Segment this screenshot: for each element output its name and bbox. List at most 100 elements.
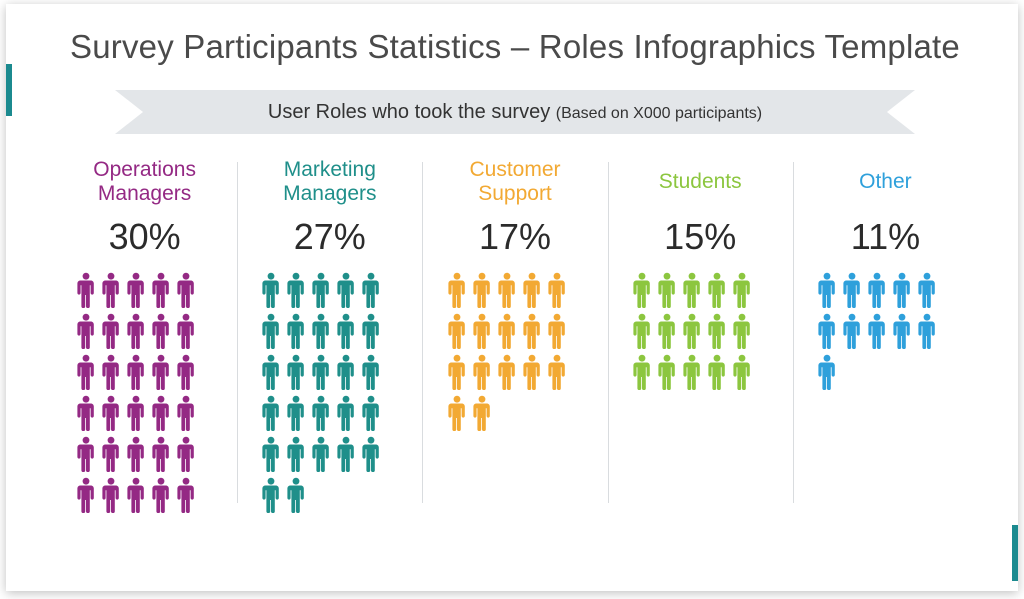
person-icon (682, 313, 702, 349)
person-icon (311, 272, 331, 308)
category-label: Students (614, 156, 787, 208)
person-icon (76, 272, 96, 308)
category-percent: 27% (243, 216, 416, 258)
person-icon (657, 313, 677, 349)
ribbon-body: User Roles who took the survey (Based on… (115, 90, 915, 134)
person-icon (176, 395, 196, 431)
person-icon (707, 313, 727, 349)
person-icon (101, 395, 121, 431)
person-icon (732, 354, 752, 390)
person-icon (817, 313, 837, 349)
person-icon (286, 354, 306, 390)
person-icon (732, 272, 752, 308)
person-icon (522, 354, 542, 390)
person-icon (892, 272, 912, 308)
ribbon-main-text: User Roles who took the survey (268, 101, 556, 123)
page-title: Survey Participants Statistics – Roles I… (52, 28, 978, 66)
slide: Survey Participants Statistics – Roles I… (6, 4, 1018, 591)
category-label: Marketing Managers (243, 156, 416, 208)
person-icon (472, 354, 492, 390)
person-icon (472, 272, 492, 308)
person-icon (497, 313, 517, 349)
person-icon (261, 395, 281, 431)
accent-right (1012, 525, 1018, 581)
person-icon (101, 272, 121, 308)
person-icon (632, 313, 652, 349)
category-icons (72, 272, 217, 513)
person-icon (472, 395, 492, 431)
person-icon (682, 354, 702, 390)
person-icon (101, 436, 121, 472)
category-percent: 17% (428, 216, 601, 258)
person-icon (867, 272, 887, 308)
person-icon (126, 477, 146, 513)
person-icon (311, 436, 331, 472)
person-icon (151, 272, 171, 308)
category-label: Other (799, 156, 972, 208)
person-icon (76, 477, 96, 513)
person-icon (336, 395, 356, 431)
person-icon (126, 395, 146, 431)
category-icons (813, 272, 958, 390)
person-icon (447, 395, 467, 431)
person-icon (632, 354, 652, 390)
person-icon (917, 313, 937, 349)
person-icon (151, 313, 171, 349)
person-icon (361, 354, 381, 390)
person-icon (101, 354, 121, 390)
person-icon (892, 313, 912, 349)
person-icon (657, 272, 677, 308)
person-icon (126, 313, 146, 349)
person-icon (311, 354, 331, 390)
person-icon (151, 354, 171, 390)
person-icon (286, 313, 306, 349)
category-column: Operations Managers 30% (52, 156, 237, 513)
columns: Operations Managers 30% (52, 156, 978, 513)
person-icon (547, 354, 567, 390)
person-icon (917, 272, 937, 308)
category-percent: 15% (614, 216, 787, 258)
category-label: Customer Support (428, 156, 601, 208)
person-icon (447, 354, 467, 390)
person-icon (361, 436, 381, 472)
person-icon (126, 354, 146, 390)
person-icon (336, 313, 356, 349)
category-icons (257, 272, 402, 513)
person-icon (361, 395, 381, 431)
person-icon (176, 313, 196, 349)
accent-left (6, 64, 12, 116)
category-column: Customer Support 17% (422, 156, 607, 513)
category-column: Other 11% (793, 156, 978, 513)
category-percent: 11% (799, 216, 972, 258)
person-icon (261, 436, 281, 472)
person-icon (101, 477, 121, 513)
person-icon (336, 436, 356, 472)
person-icon (286, 395, 306, 431)
person-icon (842, 313, 862, 349)
category-label: Operations Managers (58, 156, 231, 208)
person-icon (286, 436, 306, 472)
person-icon (176, 436, 196, 472)
category-icons (628, 272, 773, 390)
person-icon (76, 313, 96, 349)
person-icon (176, 272, 196, 308)
category-column: Students 15% (608, 156, 793, 513)
person-icon (176, 477, 196, 513)
person-icon (261, 313, 281, 349)
person-icon (286, 272, 306, 308)
person-icon (311, 395, 331, 431)
category-column: Marketing Managers 27% (237, 156, 422, 513)
person-icon (657, 354, 677, 390)
person-icon (497, 272, 517, 308)
person-icon (547, 272, 567, 308)
person-icon (176, 354, 196, 390)
person-icon (76, 395, 96, 431)
person-icon (817, 354, 837, 390)
person-icon (76, 354, 96, 390)
person-icon (447, 272, 467, 308)
person-icon (361, 272, 381, 308)
category-percent: 30% (58, 216, 231, 258)
person-icon (732, 313, 752, 349)
person-icon (472, 313, 492, 349)
person-icon (497, 354, 517, 390)
